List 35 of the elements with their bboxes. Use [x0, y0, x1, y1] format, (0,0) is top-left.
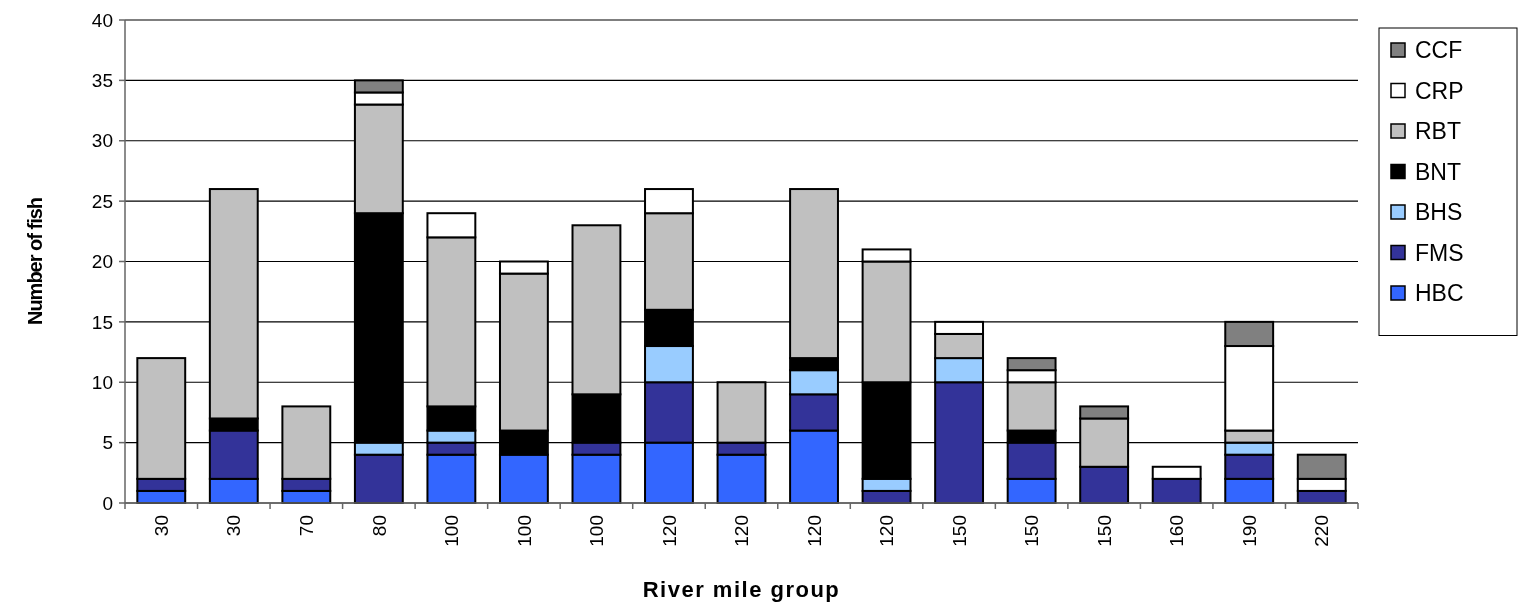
- x-tick-label: 30: [150, 515, 172, 537]
- x-axis-title: River mile group: [642, 577, 841, 602]
- x-tick-label: 30: [223, 515, 245, 537]
- x-tick-label: 100: [441, 515, 463, 547]
- y-tick-label: 0: [102, 492, 113, 514]
- legend-label: RBT: [1415, 118, 1461, 145]
- x-tick-label: 120: [731, 515, 753, 547]
- x-tick-label: 120: [803, 515, 825, 547]
- x-tick-label: 150: [1021, 515, 1043, 547]
- x-tick-label: 150: [948, 515, 970, 547]
- legend-label: HBC: [1415, 280, 1464, 307]
- x-tick-label: 100: [513, 515, 535, 547]
- legend-label: BHS: [1415, 199, 1463, 226]
- y-axis-title: Number of fish: [24, 197, 46, 326]
- y-tick-label: 20: [91, 251, 113, 273]
- legend-label: BNT: [1415, 158, 1461, 185]
- y-tick-label: 25: [91, 190, 113, 212]
- legend-label: CCF: [1415, 37, 1463, 64]
- x-tick-label: 80: [368, 515, 390, 537]
- y-tick-label: 40: [91, 9, 113, 31]
- x-tick-label: 100: [586, 515, 608, 547]
- y-tick-label: 10: [91, 371, 113, 393]
- x-tick-label: 120: [876, 515, 898, 547]
- x-tick-label: 190: [1238, 515, 1260, 547]
- y-tick-label: 5: [102, 432, 113, 454]
- x-tick-label: 150: [1093, 515, 1115, 547]
- x-tick-label: 70: [295, 515, 317, 537]
- y-tick-label: 35: [91, 70, 113, 92]
- y-tick-label: 15: [91, 311, 113, 333]
- x-tick-label: 220: [1311, 515, 1333, 547]
- legend-label: CRP: [1415, 77, 1464, 104]
- y-tick-label: 30: [91, 130, 113, 152]
- x-tick-label: 160: [1166, 515, 1188, 547]
- legend-label: FMS: [1415, 239, 1464, 266]
- x-tick-label: 120: [658, 515, 680, 547]
